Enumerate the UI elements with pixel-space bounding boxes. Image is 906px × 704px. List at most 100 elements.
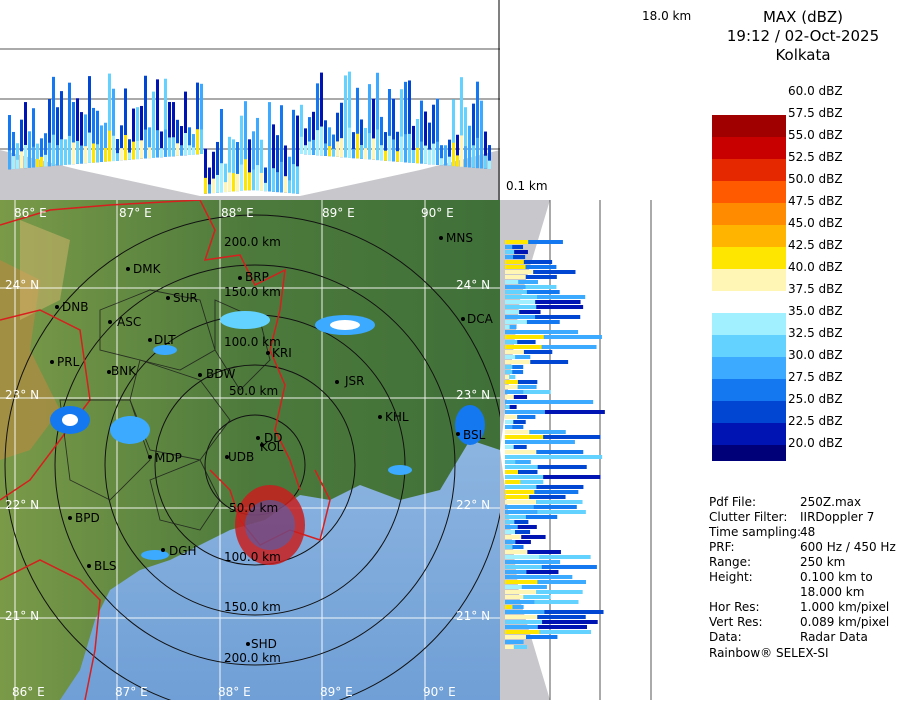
echo-row-core [505, 375, 510, 379]
echo-row-core [505, 605, 513, 609]
echo-row-core [505, 475, 544, 479]
echo-row [505, 635, 558, 639]
echo-column-core [56, 145, 59, 166]
echo-column [124, 88, 127, 161]
echo-column [360, 119, 363, 159]
echo-row [505, 605, 524, 609]
echo-column-core [108, 130, 111, 162]
echo-column-core [144, 129, 147, 159]
echo-row [505, 240, 563, 244]
lat-label-left: 24° N [5, 278, 40, 292]
range-ring-label-south: 50.0 km [229, 501, 279, 515]
echo-row-core [505, 325, 510, 329]
echo-row-core [505, 340, 518, 344]
echo-column [236, 142, 239, 192]
echo-column-core [316, 130, 319, 156]
echo-row-core [505, 460, 516, 464]
echo-row-core [505, 400, 541, 404]
echo-column [424, 111, 427, 164]
echo-row-core [505, 485, 537, 489]
echo-row [505, 255, 526, 259]
echo-column-core [228, 172, 231, 192]
range-ring-label-south: 200.0 km [224, 651, 281, 665]
echo-row [505, 600, 579, 604]
echo-column-core [140, 140, 143, 159]
echo-row [505, 435, 601, 439]
echo-column [60, 91, 63, 166]
echo-column [348, 71, 351, 158]
echo-column [312, 111, 315, 155]
echo-column [28, 131, 31, 168]
echo-column-core [376, 129, 379, 161]
echo-row-core [505, 345, 542, 349]
echo-column [140, 105, 143, 159]
echo-row-core [505, 310, 520, 314]
vendor-footer: Rainbow® SELEX-SI [709, 646, 829, 660]
station-label: DMK [133, 262, 161, 276]
echo-column [160, 131, 163, 158]
echo-column [280, 105, 283, 193]
echo-column [20, 119, 23, 169]
echo-column-core [460, 135, 463, 167]
echo-column [180, 126, 183, 156]
echo-column [240, 115, 243, 191]
echo-column-core [92, 143, 95, 163]
height-top-label: 18.0 km [642, 9, 692, 23]
echo-row-core [505, 525, 518, 529]
echo-column-core [296, 166, 299, 194]
echo-column-core [340, 138, 343, 158]
info-key: Pdf File: [709, 495, 757, 509]
color-swatch [712, 445, 786, 461]
echo-column [308, 117, 311, 155]
echo-row [505, 570, 559, 574]
echo-row-core [505, 380, 518, 384]
echo-row-core [505, 510, 538, 514]
station-label: BPD [75, 511, 100, 525]
color-swatch [712, 313, 786, 335]
echo-column [292, 109, 295, 194]
echo-column [384, 132, 387, 161]
echo-cells [50, 311, 485, 565]
echo-column-core [176, 143, 179, 156]
echo-column [340, 102, 343, 158]
echo-column [476, 81, 479, 169]
echo-column [44, 133, 47, 167]
echo-row-core [505, 500, 537, 504]
echo-column [252, 131, 255, 191]
lon-label-top: 88° E [221, 206, 254, 220]
station-label: DGH [169, 544, 197, 558]
echo-column [36, 143, 39, 168]
echo-column-core [124, 135, 127, 161]
echo-row [505, 540, 531, 544]
echo-column-core [32, 146, 35, 168]
echo-row-core [505, 385, 518, 389]
echo-row [505, 555, 591, 559]
echo-column [464, 107, 467, 168]
color-swatch [712, 247, 786, 269]
color-scale-label: 20.0 dBZ [788, 436, 843, 450]
echo-column-core [284, 176, 287, 193]
echo-row [505, 610, 604, 614]
echo-row [505, 340, 536, 344]
echo-column-core [476, 137, 479, 169]
echo-row-core [505, 430, 530, 434]
station-name: Kolkata [775, 46, 831, 64]
info-value: 600 Hz / 450 Hz [800, 540, 896, 554]
echo-column [296, 115, 299, 194]
station-label: ASC [117, 315, 142, 329]
color-scale-label: 37.5 dBZ [788, 282, 843, 296]
echo-row [505, 450, 584, 454]
echo-column [332, 134, 335, 157]
echo-column-core [260, 172, 263, 191]
echo-row [505, 290, 560, 294]
echo-column [316, 83, 319, 156]
echo-row [505, 385, 537, 389]
color-swatch [712, 357, 786, 379]
echo-column [452, 99, 455, 167]
echo-row-core [505, 535, 522, 539]
echo-row [505, 625, 587, 629]
range-ring-label: 150.0 km [224, 285, 281, 299]
lon-label-top: 87° E [119, 206, 152, 220]
echo-row [505, 490, 579, 494]
echo-row-core [505, 415, 518, 419]
